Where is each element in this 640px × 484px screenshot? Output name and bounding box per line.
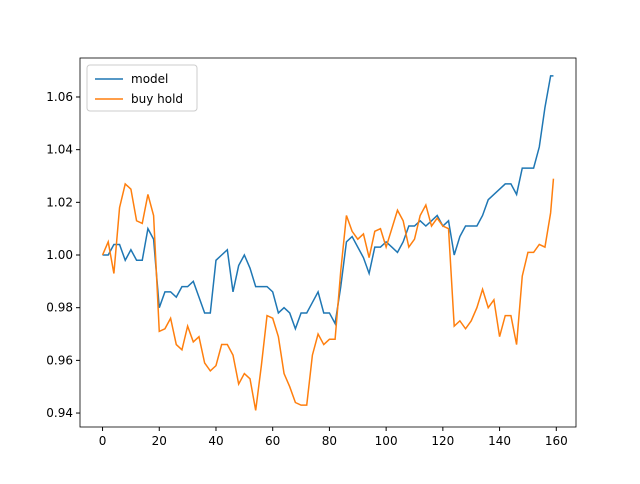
x-tick-label: 100 [375,434,398,448]
y-tick-label: 1.04 [46,143,73,157]
x-tick-label: 140 [488,434,511,448]
plot-frame [79,57,577,428]
x-tick-label: 0 [99,434,107,448]
y-tick-label: 0.98 [46,301,73,315]
series-line [101,178,555,411]
y-tick-label: 1.06 [46,90,73,104]
y-tick-label: 0.96 [46,353,73,367]
x-tick-label: 160 [545,434,568,448]
x-tick-label: 120 [431,434,454,448]
x-tick-label: 20 [152,434,167,448]
x-tick-label: 40 [208,434,223,448]
legend-label: buy hold [131,92,183,106]
legend-label: model [131,72,168,86]
x-tick-label: 80 [322,434,337,448]
y-tick-label: 0.94 [46,406,73,420]
y-tick-label: 1.00 [46,248,73,262]
series-line [102,75,554,331]
x-tick-label: 60 [265,434,280,448]
y-tick-label: 1.02 [46,195,73,209]
